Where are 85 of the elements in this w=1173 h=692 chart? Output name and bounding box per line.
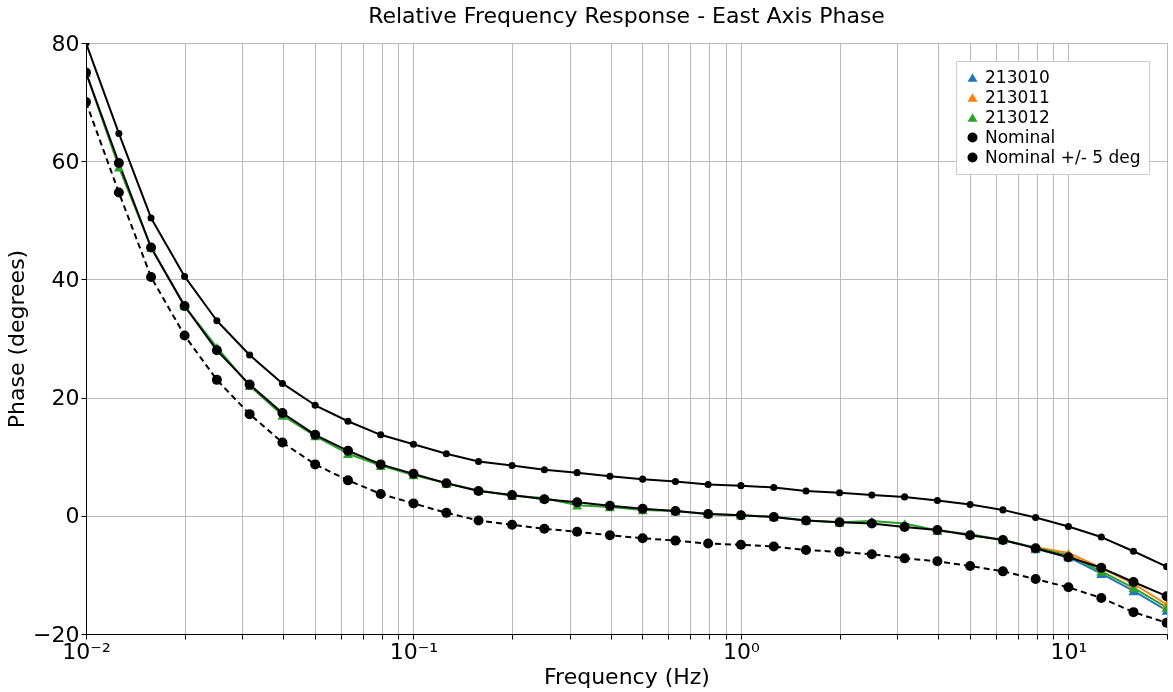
y-tick-label: 60 — [51, 148, 80, 174]
chart-title: Relative Frequency Response - East Axis Phase — [368, 3, 885, 28]
point — [704, 480, 712, 489]
x-tick-label: 10⁰ — [723, 638, 761, 664]
point — [899, 522, 910, 533]
point — [1097, 533, 1105, 541]
legend-label: Nominal +/- 5 deg — [985, 146, 1141, 167]
point — [1128, 607, 1139, 618]
point — [146, 272, 157, 283]
point — [1063, 582, 1074, 593]
point — [246, 351, 254, 359]
point — [1032, 514, 1040, 522]
point — [835, 489, 844, 497]
point — [113, 157, 124, 168]
point — [768, 541, 779, 552]
point — [507, 519, 518, 530]
point — [604, 530, 615, 541]
point — [179, 330, 190, 341]
point — [932, 556, 943, 567]
y-tick-label: 40 — [51, 266, 80, 292]
legend-label: 213012 — [985, 106, 1050, 127]
point — [473, 515, 484, 526]
point — [737, 482, 745, 490]
point — [735, 539, 746, 550]
x-tick-label: 10⁻¹ — [389, 638, 439, 664]
point — [802, 487, 810, 495]
point — [899, 553, 910, 564]
point — [508, 462, 516, 470]
point — [670, 535, 681, 546]
legend-label: Nominal — [985, 126, 1056, 147]
point — [703, 538, 714, 549]
point — [213, 317, 221, 325]
point — [409, 440, 418, 448]
point — [801, 545, 811, 556]
point — [181, 272, 189, 280]
point — [671, 477, 679, 486]
y-axis-title: Phase (degrees) — [4, 249, 30, 429]
y-tick-label: 20 — [51, 385, 80, 411]
point — [966, 501, 974, 509]
point — [997, 566, 1008, 577]
point — [442, 450, 450, 458]
y-tick-label: 80 — [51, 30, 80, 56]
point — [244, 409, 255, 420]
point — [310, 459, 321, 470]
point — [277, 407, 288, 418]
point — [999, 506, 1007, 514]
point — [377, 431, 385, 439]
point — [834, 546, 845, 557]
legend-label: 213011 — [985, 86, 1050, 107]
point — [639, 475, 647, 483]
point — [278, 379, 286, 387]
point — [965, 561, 976, 572]
point — [1030, 574, 1041, 585]
point — [606, 472, 614, 480]
point — [211, 345, 222, 356]
point — [1096, 592, 1107, 603]
point — [113, 187, 124, 198]
point — [572, 526, 583, 537]
point — [573, 469, 581, 477]
point — [933, 496, 941, 504]
x-tick-label: 10¹ — [1050, 638, 1088, 664]
point — [441, 507, 452, 518]
point — [540, 466, 548, 474]
point — [408, 498, 419, 509]
point — [770, 483, 778, 491]
point — [147, 214, 155, 222]
point — [342, 475, 353, 486]
point — [211, 374, 222, 385]
point — [637, 533, 648, 544]
point — [344, 417, 352, 425]
point — [311, 401, 319, 409]
x-axis-title: Frequency (Hz) — [544, 663, 710, 689]
point — [474, 457, 483, 465]
point — [539, 523, 550, 534]
point — [1129, 547, 1138, 555]
point — [342, 445, 353, 456]
point — [375, 488, 386, 499]
point — [901, 493, 909, 501]
point — [866, 549, 877, 560]
y-tick-label: 0 — [65, 503, 80, 529]
point — [277, 437, 288, 448]
point — [1064, 522, 1072, 530]
point — [115, 129, 123, 137]
legend-label: 213010 — [985, 66, 1050, 87]
point — [868, 491, 876, 499]
